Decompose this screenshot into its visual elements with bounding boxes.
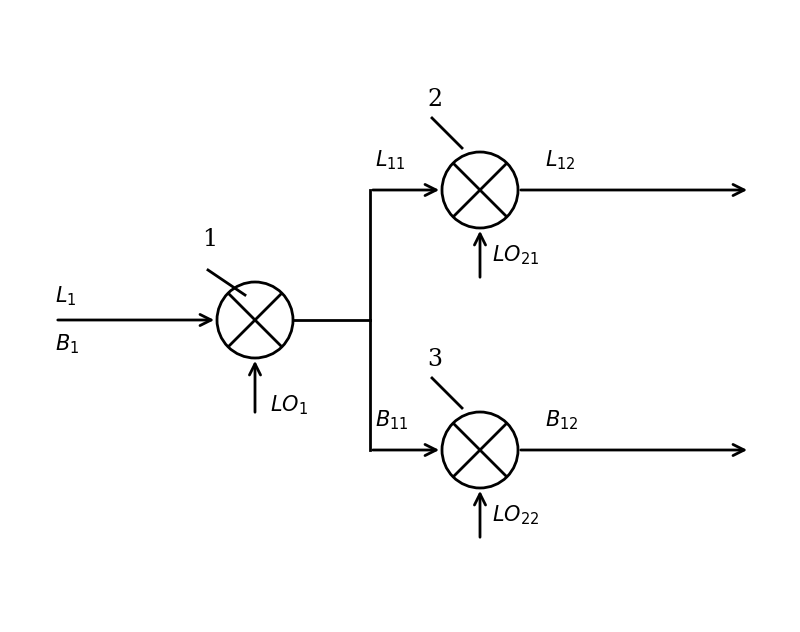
Text: $B_{12}$: $B_{12}$ — [545, 408, 578, 432]
Text: $LO_{22}$: $LO_{22}$ — [492, 503, 539, 527]
Text: $L_1$: $L_1$ — [55, 284, 77, 308]
Text: $B_{11}$: $B_{11}$ — [375, 408, 409, 432]
Text: $B_1$: $B_1$ — [55, 332, 79, 356]
Text: $LO_{21}$: $LO_{21}$ — [492, 243, 539, 267]
Text: $LO_1$: $LO_1$ — [270, 393, 308, 416]
Text: 3: 3 — [427, 348, 442, 372]
Text: 2: 2 — [427, 88, 442, 111]
Text: 1: 1 — [202, 229, 218, 252]
Text: $L_{11}$: $L_{11}$ — [375, 149, 406, 172]
Text: $L_{12}$: $L_{12}$ — [545, 149, 576, 172]
